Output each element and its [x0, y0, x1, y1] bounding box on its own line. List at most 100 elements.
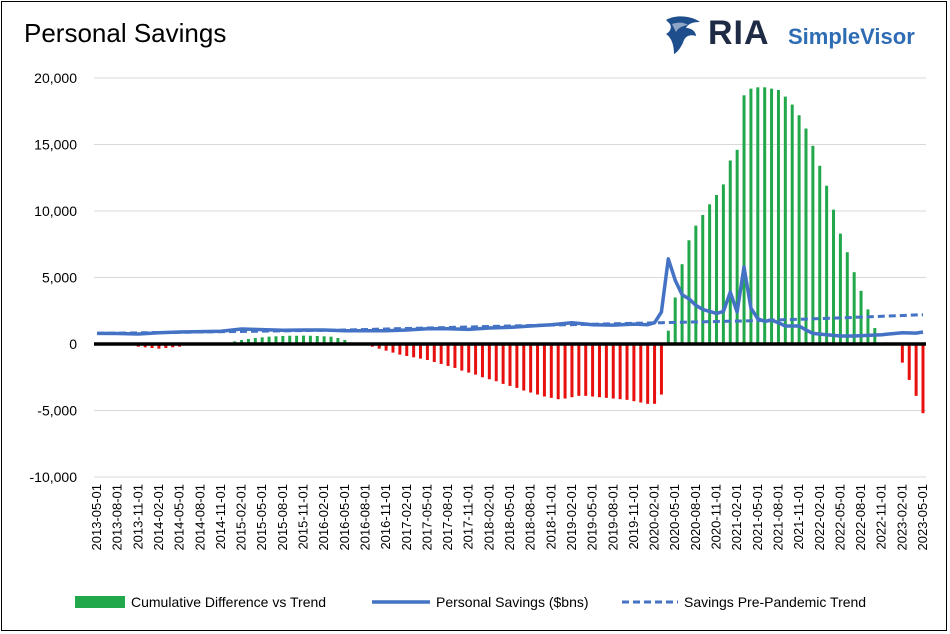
- bar: [522, 344, 526, 391]
- bar: [295, 335, 299, 344]
- x-tick-label: 2015-02-01: [234, 484, 249, 551]
- bar: [432, 344, 436, 362]
- bar: [315, 336, 319, 344]
- x-tick-label: 2015-11-01: [296, 484, 311, 550]
- bar: [453, 344, 457, 368]
- x-tick-label: 2021-11-01: [791, 484, 806, 550]
- bar: [302, 335, 305, 344]
- bar: [246, 338, 250, 344]
- bar: [343, 340, 347, 344]
- bar: [267, 336, 271, 344]
- bar: [164, 344, 168, 348]
- y-tick-label: 0: [69, 336, 77, 352]
- bar: [783, 96, 787, 345]
- y-tick-label: 20,000: [34, 70, 77, 86]
- bar: [763, 87, 767, 344]
- bar: [618, 344, 622, 400]
- x-tick-label: 2014-05-01: [172, 484, 187, 551]
- bar: [281, 336, 285, 344]
- bar: [542, 344, 546, 397]
- x-tick-label: 2016-11-01: [378, 484, 393, 550]
- bar: [907, 344, 911, 380]
- bar: [322, 336, 326, 344]
- bar: [384, 344, 388, 351]
- bar: [825, 185, 829, 344]
- bar: [632, 344, 636, 402]
- bar: [756, 87, 760, 344]
- bar: [274, 336, 278, 344]
- bar: [467, 344, 471, 373]
- x-tick-label: 2017-08-01: [440, 484, 455, 551]
- bar: [425, 344, 429, 360]
- x-tick-label: 2021-08-01: [770, 484, 785, 551]
- bar: [742, 95, 746, 344]
- x-tick-label: 2023-02-01: [894, 484, 909, 551]
- bar: [480, 344, 484, 378]
- bars: [136, 87, 925, 414]
- x-tick-label: 2016-02-01: [316, 484, 331, 551]
- x-tick-label: 2020-02-01: [647, 484, 662, 551]
- bar: [666, 330, 670, 344]
- bar: [611, 344, 615, 399]
- x-tick-label: 2013-11-01: [130, 484, 145, 550]
- bar: [832, 209, 836, 344]
- x-tick-label: 2019-02-01: [564, 484, 579, 551]
- bar: [921, 344, 925, 414]
- x-tick-label: 2015-05-01: [254, 484, 269, 551]
- bar: [591, 344, 595, 397]
- x-tick-label: 2020-05-01: [667, 484, 682, 551]
- bar: [914, 344, 918, 396]
- bar: [501, 344, 505, 384]
- x-tick-label: 2022-08-01: [853, 484, 868, 551]
- legend-swatch-cumulative: [75, 596, 125, 608]
- savings-line: [96, 257, 924, 338]
- x-tick-label: 2019-08-01: [605, 484, 620, 551]
- bar: [673, 297, 677, 344]
- bar: [549, 344, 553, 398]
- legend: Cumulative Difference vs Trend Personal S…: [75, 594, 866, 610]
- y-tick-label: -10,000: [30, 469, 78, 485]
- bar: [577, 344, 581, 396]
- bar: [460, 344, 464, 371]
- bar: [487, 344, 491, 380]
- x-tick-label: 2019-05-01: [585, 484, 600, 551]
- bar: [308, 335, 312, 344]
- bar: [377, 344, 381, 349]
- x-tick-label: 2019-11-01: [626, 484, 641, 550]
- x-tick-label: 2018-08-01: [523, 484, 538, 551]
- y-tick-label: 10,000: [34, 203, 77, 219]
- bar: [728, 160, 732, 344]
- gridlines: [94, 77, 926, 478]
- bar: [838, 233, 842, 344]
- x-tick-label: 2023-05-01: [915, 484, 930, 551]
- x-tick-label: 2018-11-01: [543, 484, 558, 550]
- bar: [529, 344, 533, 393]
- page-title: Personal Savings: [24, 18, 227, 48]
- bar: [584, 344, 588, 396]
- x-axis-tick-labels: 2013-05-01 2013-08-01 2013-11-01 2014-02-01…: [89, 484, 930, 551]
- bar: [536, 344, 540, 395]
- x-tick-label: 2016-05-01: [337, 484, 352, 551]
- x-tick-label: 2017-11-01: [461, 484, 476, 550]
- legend-label-cumulative: Cumulative Difference vs Trend: [131, 594, 326, 610]
- x-tick-label: 2018-02-01: [481, 484, 496, 551]
- bar: [790, 104, 794, 344]
- bar: [336, 338, 340, 344]
- bar: [439, 344, 443, 364]
- bar: [446, 344, 450, 366]
- bar: [515, 344, 519, 388]
- y-tick-label: 15,000: [34, 137, 77, 153]
- bar: [405, 344, 409, 356]
- bar: [570, 344, 574, 398]
- bar: [391, 344, 395, 353]
- bar: [260, 337, 264, 344]
- bar: [811, 145, 815, 344]
- x-tick-label: 2017-05-01: [419, 484, 434, 551]
- bar: [900, 344, 904, 363]
- x-tick-label: 2022-02-01: [812, 484, 827, 551]
- bar: [845, 252, 849, 344]
- bar: [770, 88, 774, 344]
- bar: [604, 344, 608, 398]
